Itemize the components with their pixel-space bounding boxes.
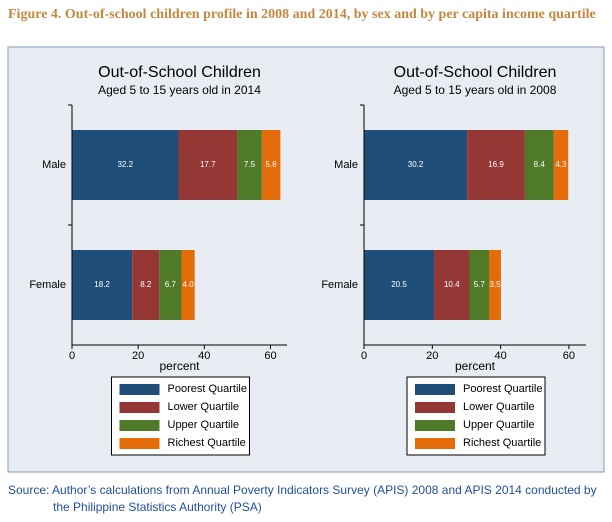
legend-label: Richest Quartile xyxy=(168,437,246,449)
chart-title: Out-of-School Children xyxy=(98,64,261,81)
legend-label: Upper Quartile xyxy=(463,419,535,431)
legend-label: Lower Quartile xyxy=(463,401,535,413)
chart-title: Out-of-School Children xyxy=(394,64,557,81)
x-tick-label: 20 xyxy=(426,350,438,362)
y-tick-label: Male xyxy=(42,159,66,171)
bar-segment xyxy=(364,250,435,320)
x-tick-label: 0 xyxy=(361,350,367,362)
bar-segment xyxy=(261,130,281,200)
legend-swatch xyxy=(119,402,160,413)
value-label: 20.5 xyxy=(391,280,407,289)
legend-swatch xyxy=(415,402,455,413)
bar-segment xyxy=(178,130,238,200)
value-label: 32.2 xyxy=(117,160,133,169)
legend-label: Poorest Quartile xyxy=(168,383,247,395)
y-tick-label: Female xyxy=(29,279,66,291)
value-label: 3.5 xyxy=(489,280,501,289)
value-label: 4.3 xyxy=(555,160,567,169)
bar-segment xyxy=(72,130,179,200)
legend-label: Upper Quartile xyxy=(168,419,240,431)
value-label: 18.2 xyxy=(94,280,110,289)
x-axis-label: percent xyxy=(455,359,496,373)
value-label: 7.5 xyxy=(244,160,256,169)
value-label: 10.4 xyxy=(444,280,460,289)
x-tick-label: 40 xyxy=(494,350,506,362)
bar-segment xyxy=(553,130,569,200)
bar-segment xyxy=(72,250,133,320)
value-label: 5.7 xyxy=(474,280,486,289)
value-label: 5.6 xyxy=(266,160,278,169)
bar-segment xyxy=(181,250,195,320)
legend-swatch xyxy=(119,384,160,395)
legend-label: Richest Quartile xyxy=(463,437,541,449)
legend-swatch xyxy=(415,438,455,449)
legend-label: Lower Quartile xyxy=(168,401,240,413)
x-tick-label: 0 xyxy=(69,350,75,362)
bar-segment xyxy=(364,130,468,200)
legend-label: Poorest Quartile xyxy=(463,383,542,395)
x-tick-label: 60 xyxy=(264,350,276,362)
x-tick-label: 40 xyxy=(198,350,210,362)
value-label: 8.4 xyxy=(534,160,546,169)
x-axis-label: percent xyxy=(159,359,200,373)
value-label: 8.2 xyxy=(140,280,152,289)
chart-subtitle: Aged 5 to 15 years old in 2008 xyxy=(394,83,557,97)
bar-segment xyxy=(159,250,182,320)
bar-segment xyxy=(237,130,262,200)
value-label: 30.2 xyxy=(408,160,424,169)
x-tick-label: 20 xyxy=(132,350,144,362)
chart-subtitle: Aged 5 to 15 years old in 2014 xyxy=(98,83,261,97)
legend-swatch xyxy=(119,438,160,449)
figure-title: Figure 4. Out-of-school children profile… xyxy=(8,7,596,22)
legend-swatch xyxy=(415,420,455,431)
value-label: 6.7 xyxy=(165,280,177,289)
legend-swatch xyxy=(119,420,160,431)
legend-swatch xyxy=(415,384,455,395)
bar-segment xyxy=(524,130,554,200)
bar-segment xyxy=(132,250,160,320)
bar-segment xyxy=(434,250,470,320)
x-tick-label: 60 xyxy=(563,350,575,362)
y-tick-label: Female xyxy=(321,279,358,291)
value-label: 17.7 xyxy=(200,160,216,169)
y-tick-label: Male xyxy=(334,159,358,171)
source-note: Source: Author’s calculations from Annua… xyxy=(8,483,597,514)
bar-segment xyxy=(489,250,501,320)
bar-segment xyxy=(469,250,490,320)
bar-segment xyxy=(467,130,525,200)
value-label: 16.9 xyxy=(488,160,504,169)
value-label: 4.0 xyxy=(183,280,195,289)
